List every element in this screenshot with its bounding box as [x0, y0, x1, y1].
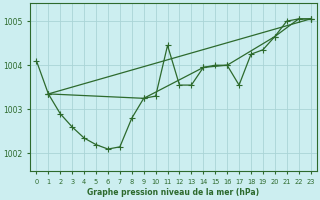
X-axis label: Graphe pression niveau de la mer (hPa): Graphe pression niveau de la mer (hPa): [87, 188, 260, 197]
